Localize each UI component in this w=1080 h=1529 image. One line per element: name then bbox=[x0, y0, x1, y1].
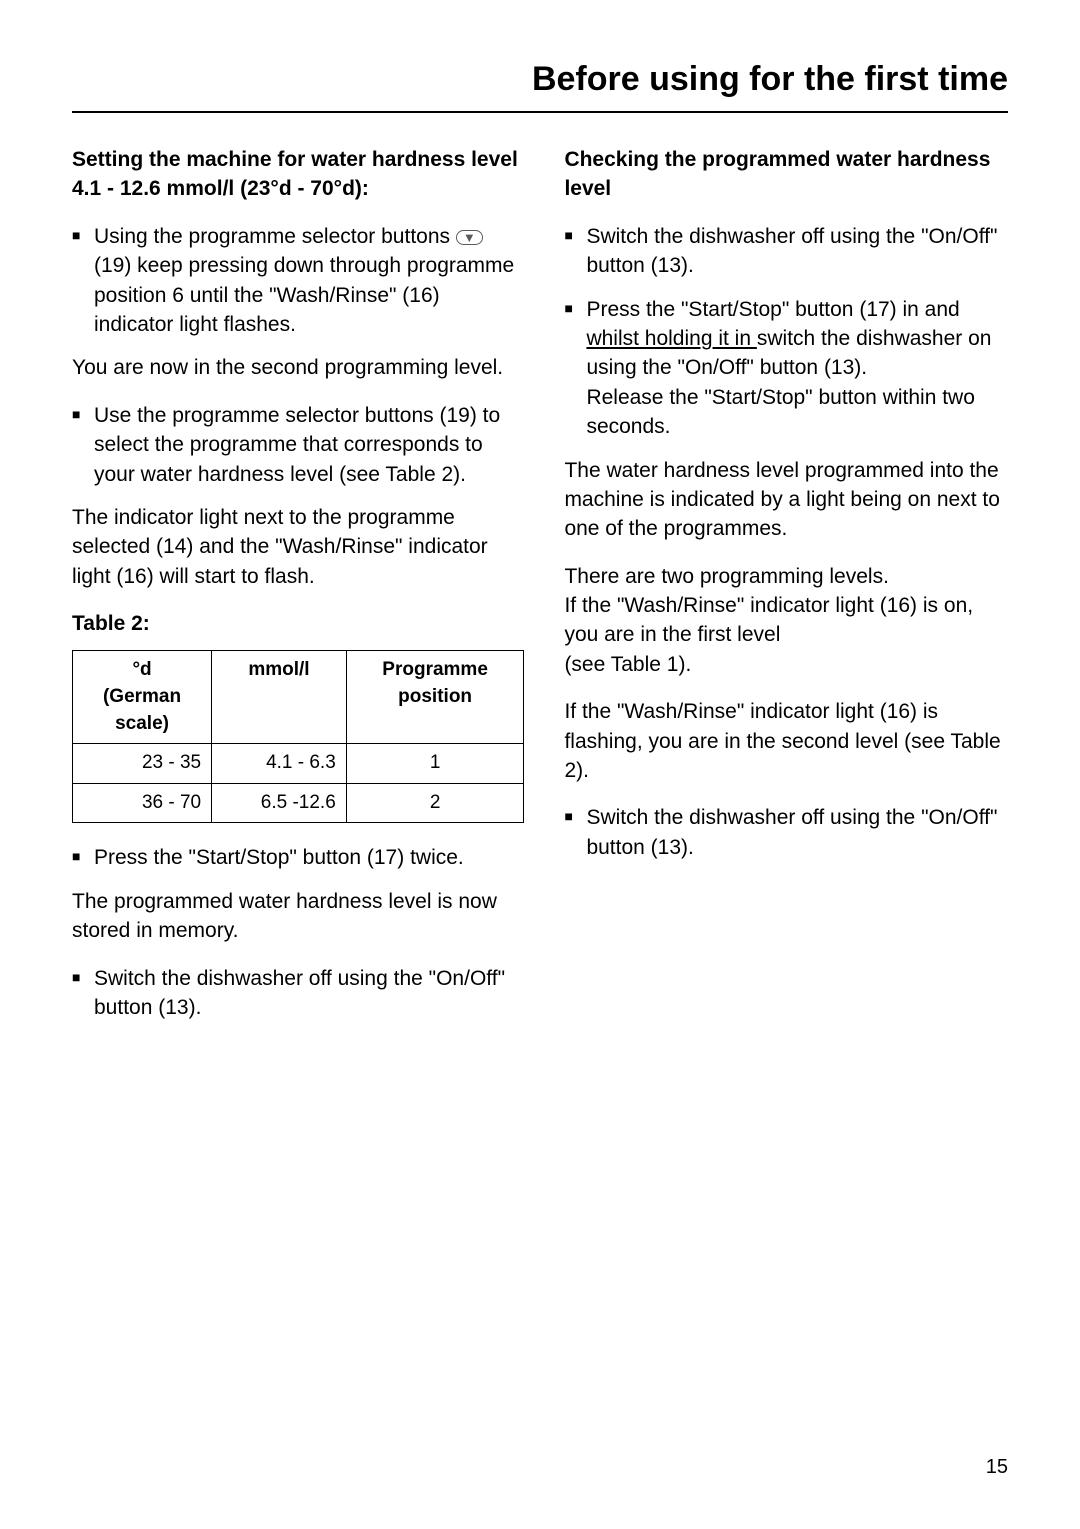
paragraph: You are now in the second programming le… bbox=[72, 353, 524, 382]
table-cell: 1 bbox=[346, 744, 524, 784]
table-cell: 2 bbox=[346, 783, 524, 823]
underlined-text: whilst holding it in bbox=[586, 327, 756, 350]
text-fragment: Release the "Start/Stop" button within t… bbox=[586, 386, 974, 438]
table-header-cell: Programmeposition bbox=[346, 651, 524, 744]
text-fragment: Press the "Start/Stop" button (17) in an… bbox=[586, 298, 959, 321]
list-item: ■ Using the programme selector buttons ▼… bbox=[72, 222, 524, 340]
text-fragment: If the "Wash/Rinse" indicator light (16)… bbox=[564, 594, 973, 646]
table-cell: 6.5 -12.6 bbox=[212, 783, 347, 823]
bullet-text: Use the programme selector buttons (19) … bbox=[94, 401, 524, 489]
bullet-text: Using the programme selector buttons ▼ (… bbox=[94, 222, 524, 340]
list-item: ■ Press the "Start/Stop" button (17) in … bbox=[564, 295, 1008, 442]
table-cell: 36 - 70 bbox=[73, 783, 212, 823]
bullet-text: Switch the dishwasher off using the "On/… bbox=[586, 222, 1008, 281]
section-heading-setting: Setting the machine for water hardness l… bbox=[72, 145, 524, 204]
th-text: °d(Germanscale) bbox=[103, 659, 181, 733]
text-fragment: There are two programming levels. bbox=[564, 565, 888, 588]
paragraph: The programmed water hardness level is n… bbox=[72, 887, 524, 946]
right-column: Checking the programmed water hardness l… bbox=[564, 145, 1008, 1036]
bullet-icon: ■ bbox=[564, 222, 586, 281]
text-fragment: (19) keep pressing down through programm… bbox=[94, 254, 514, 336]
paragraph: If the "Wash/Rinse" indicator light (16)… bbox=[564, 697, 1008, 785]
text-fragment: (see Table 1). bbox=[564, 653, 691, 676]
paragraph: The water hardness level programmed into… bbox=[564, 456, 1008, 544]
th-text: Programmeposition bbox=[382, 659, 488, 707]
table-header-cell: mmol/l bbox=[212, 651, 347, 744]
text-fragment: Using the programme selector buttons bbox=[94, 225, 456, 248]
list-item: ■ Press the "Start/Stop" button (17) twi… bbox=[72, 843, 524, 872]
left-column: Setting the machine for water hardness l… bbox=[72, 145, 524, 1036]
table-label: Table 2: bbox=[72, 609, 524, 638]
bullet-icon: ■ bbox=[564, 295, 586, 442]
bullet-icon: ■ bbox=[564, 803, 586, 862]
page-number: 15 bbox=[986, 1456, 1008, 1479]
list-item: ■ Switch the dishwasher off using the "O… bbox=[72, 964, 524, 1023]
list-item: ■ Switch the dishwasher off using the "O… bbox=[564, 222, 1008, 281]
table-row: 23 - 35 4.1 - 6.3 1 bbox=[73, 744, 524, 784]
table-row: 36 - 70 6.5 -12.6 2 bbox=[73, 783, 524, 823]
page-title: Before using for the first time bbox=[72, 60, 1008, 113]
bullet-icon: ■ bbox=[72, 222, 94, 340]
content-columns: Setting the machine for water hardness l… bbox=[72, 145, 1008, 1036]
paragraph: The indicator light next to the programm… bbox=[72, 503, 524, 591]
table-cell: 23 - 35 bbox=[73, 744, 212, 784]
table-header-cell: °d(Germanscale) bbox=[73, 651, 212, 744]
bullet-icon: ■ bbox=[72, 964, 94, 1023]
table-cell: 4.1 - 6.3 bbox=[212, 744, 347, 784]
bullet-text: Switch the dishwasher off using the "On/… bbox=[94, 964, 524, 1023]
bullet-text: Press the "Start/Stop" button (17) in an… bbox=[586, 295, 1008, 442]
bullet-text: Switch the dishwasher off using the "On/… bbox=[586, 803, 1008, 862]
list-item: ■ Switch the dishwasher off using the "O… bbox=[564, 803, 1008, 862]
bullet-icon: ■ bbox=[72, 401, 94, 489]
selector-down-icon: ▼ bbox=[456, 230, 483, 245]
bullet-icon: ■ bbox=[72, 843, 94, 872]
paragraph: There are two programming levels. If the… bbox=[564, 562, 1008, 680]
section-heading-checking: Checking the programmed water hardness l… bbox=[564, 145, 1008, 204]
bullet-text: Press the "Start/Stop" button (17) twice… bbox=[94, 843, 524, 872]
hardness-table: °d(Germanscale) mmol/l Programmeposition… bbox=[72, 650, 524, 823]
list-item: ■ Use the programme selector buttons (19… bbox=[72, 401, 524, 489]
